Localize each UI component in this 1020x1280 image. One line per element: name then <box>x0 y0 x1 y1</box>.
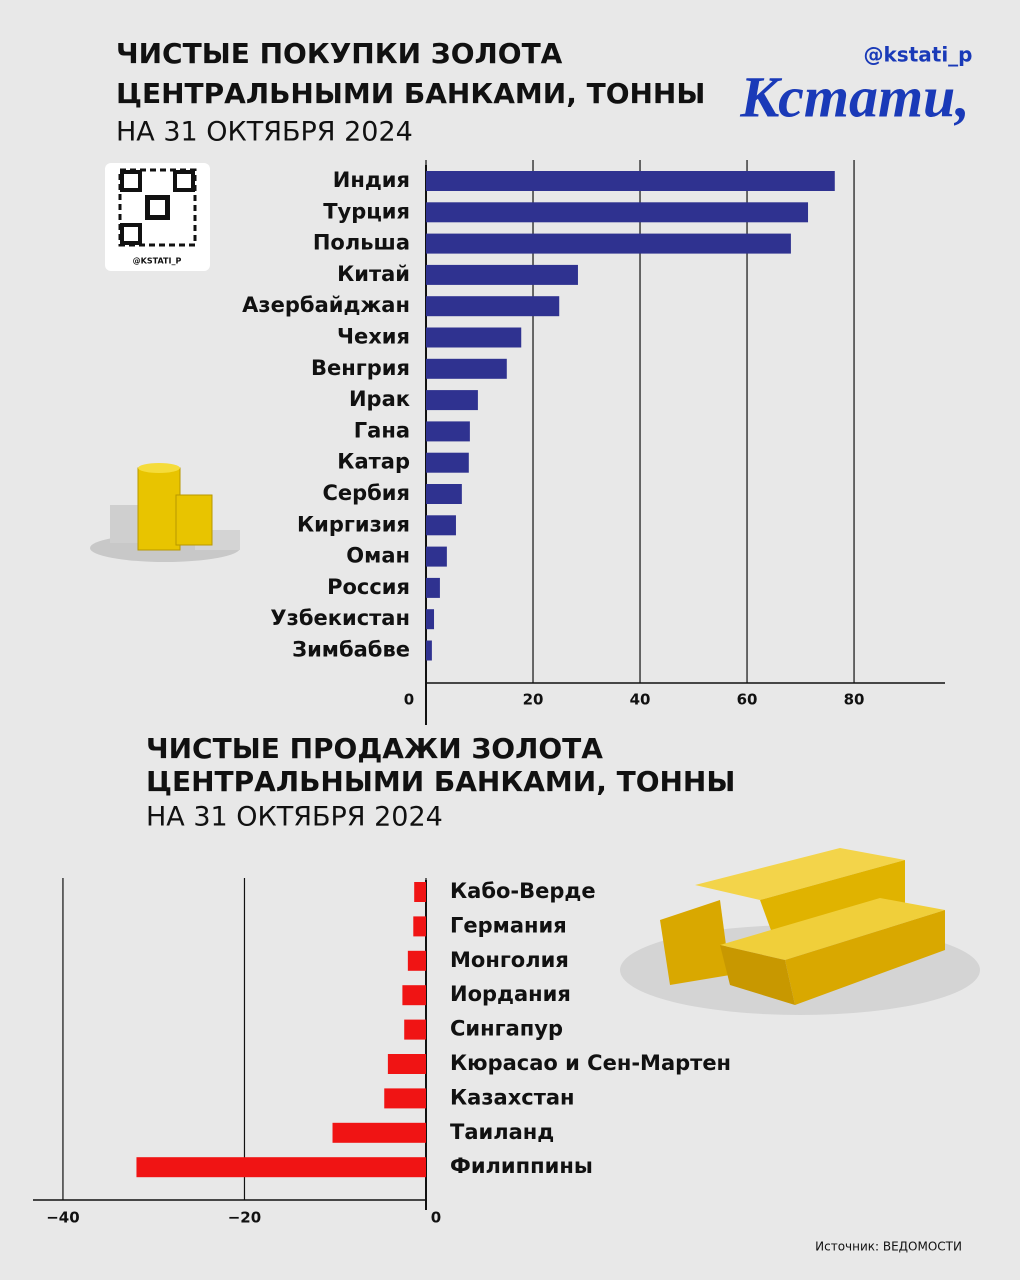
bar <box>426 264 578 285</box>
category-label: Польша <box>313 231 410 255</box>
category-label: Чехия <box>337 325 410 349</box>
x-tick-label: 20 <box>523 691 544 709</box>
category-label: Китай <box>337 262 410 286</box>
bar <box>426 171 835 191</box>
bar <box>426 202 809 223</box>
category-label: Кюрасао и Сен-Мартен <box>450 1051 731 1075</box>
chart-title: ЦЕНТРАЛЬНЫМИ БАНКАМИ, ТОННЫ <box>116 77 705 110</box>
chart-subtitle: НА 31 ОКТЯБРЯ 2024 <box>146 802 443 833</box>
chart-title: ЧИСТЫЕ ПРОДАЖИ ЗОЛОТА <box>146 732 603 765</box>
bar <box>426 296 560 317</box>
bar <box>387 1054 426 1074</box>
category-label: Азербайджан <box>242 293 410 317</box>
chart-title: ЧИСТЫЕ ПОКУПКИ ЗОЛОТА <box>116 37 563 70</box>
bar <box>426 358 507 379</box>
chart-title: ЦЕНТРАЛЬНЫМИ БАНКАМИ, ТОННЫ <box>146 765 735 798</box>
category-label: Кабо-Верде <box>450 879 596 903</box>
category-label: Катар <box>337 450 410 474</box>
bar <box>404 1019 426 1040</box>
bar <box>384 1088 426 1109</box>
bar <box>426 515 456 536</box>
bar <box>407 950 426 971</box>
bar <box>332 1122 426 1143</box>
category-label: Монголия <box>450 948 569 972</box>
category-label: Германия <box>450 913 567 937</box>
bar <box>426 327 522 348</box>
bar <box>426 452 469 473</box>
logo: Кстати, <box>739 64 970 129</box>
bar <box>136 1157 427 1178</box>
coins-illustration <box>90 463 240 562</box>
category-label: Венгрия <box>311 356 410 380</box>
category-label: Ирак <box>349 387 410 411</box>
x-tick-label: 40 <box>630 691 651 709</box>
bar <box>426 484 462 504</box>
x-tick-label: −20 <box>228 1209 261 1227</box>
handle: @kstati_p <box>864 43 973 67</box>
qr-label: @KSTATI_P <box>133 257 182 266</box>
category-label: Сингапур <box>450 1017 563 1041</box>
category-label: Зимбабве <box>292 638 410 662</box>
bar <box>426 640 432 661</box>
x-tick-label: 0 <box>431 1209 441 1227</box>
bar <box>426 609 435 630</box>
bar <box>413 916 426 937</box>
x-tick-label: 60 <box>737 691 758 709</box>
bar <box>426 577 440 598</box>
category-label: Сербия <box>322 481 410 505</box>
category-label: Россия <box>327 575 410 599</box>
qr-card: @KSTATI_P <box>105 163 210 271</box>
gold-bars-illustration <box>620 848 980 1015</box>
category-label: Оман <box>346 544 410 568</box>
category-label: Узбекистан <box>270 606 410 630</box>
x-tick-label: −40 <box>46 1209 79 1227</box>
chart-subtitle: НА 31 ОКТЯБРЯ 2024 <box>116 117 413 148</box>
bar <box>426 421 470 442</box>
source: Источник: ВЕДОМОСТИ <box>815 1240 962 1254</box>
category-label: Филиппины <box>450 1154 593 1178</box>
bar <box>426 390 478 411</box>
category-label: Турция <box>323 199 410 223</box>
charts: ЧИСТЫЕ ПОКУПКИ ЗОЛОТА ЦЕНТРАЛЬНЫМИ БАНКАМ… <box>33 37 945 1227</box>
bar <box>426 546 447 567</box>
category-label: Киргизия <box>297 512 410 536</box>
bar <box>426 233 791 254</box>
x-tick-label: 80 <box>844 691 865 709</box>
bar <box>414 882 426 902</box>
bar <box>402 985 426 1006</box>
x-tick-label: 0 <box>404 691 414 709</box>
category-label: Казахстан <box>450 1085 575 1109</box>
category-label: Индия <box>333 168 410 192</box>
category-label: Иордания <box>450 982 571 1006</box>
category-label: Таиланд <box>450 1120 554 1144</box>
category-label: Гана <box>354 418 410 442</box>
